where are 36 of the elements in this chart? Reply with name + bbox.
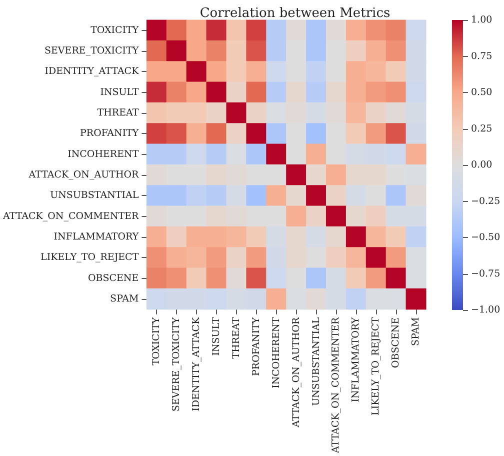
y-tick-label: ATTACK_ON_COMMENTER xyxy=(2,210,140,222)
y-tick-label: OBSCENE xyxy=(88,272,139,284)
x-tick-label: INFLAMMATORY xyxy=(350,316,362,402)
color-bar-label: 1.00 xyxy=(471,14,492,26)
color-bar-label: −0.50 xyxy=(471,232,500,243)
color-bar-label: 0.75 xyxy=(471,50,492,62)
x-tick-label: ATTACK_ON_COMMENTER xyxy=(330,316,342,454)
x-tick-label: INCOHERENT xyxy=(270,316,282,388)
y-tick-label: LIKELY_TO_REJECT xyxy=(40,252,140,264)
color-bar-label: 0.50 xyxy=(471,87,492,98)
y-tick-label: TOXICITY xyxy=(90,24,140,36)
x-tick-label: PROFANITY xyxy=(250,316,262,376)
color-bar-label: −1.00 xyxy=(471,304,500,316)
y-tick-label: PROFANITY xyxy=(80,128,140,140)
y-tick-label: INSULT xyxy=(100,86,140,98)
y-tick-label: SPAM xyxy=(110,293,139,304)
x-tick-label: ATTACK_ON_AUTHOR xyxy=(290,316,302,428)
y-tick-label: IDENTITY_ATTACK xyxy=(44,66,140,78)
y-tick-label: THREAT xyxy=(97,107,140,118)
x-tick-label: IDENTITY_ATTACK xyxy=(191,316,202,412)
color-bar-label: 0.00 xyxy=(471,160,492,170)
color-bar-label: 0.25 xyxy=(471,123,492,134)
y-tick-label: ATTACK_ON_AUTHOR xyxy=(28,169,140,180)
x-tick-label: INSULT xyxy=(211,316,222,356)
y-tick-label: INFLAMMATORY xyxy=(54,231,140,242)
y-tick-label: INCOHERENT xyxy=(68,148,140,160)
color-bar-label: −0.25 xyxy=(471,196,500,207)
y-tick-label: SEVERE_TOXICITY xyxy=(44,46,140,56)
x-tick-label: LIKELY_TO_REJECT xyxy=(370,316,382,416)
x-tick-label: UNSUBSTANTIAL xyxy=(310,316,322,406)
y-tick-label: UNSUBSTANTIAL xyxy=(50,190,140,202)
chart-title: Correlation between Metrics xyxy=(200,6,390,21)
x-tick-label: SPAM xyxy=(410,317,422,346)
color-bar-label: −0.75 xyxy=(471,268,500,280)
x-tick-label: OBSCENE xyxy=(390,317,402,368)
x-tick-label: THREAT xyxy=(230,316,242,359)
